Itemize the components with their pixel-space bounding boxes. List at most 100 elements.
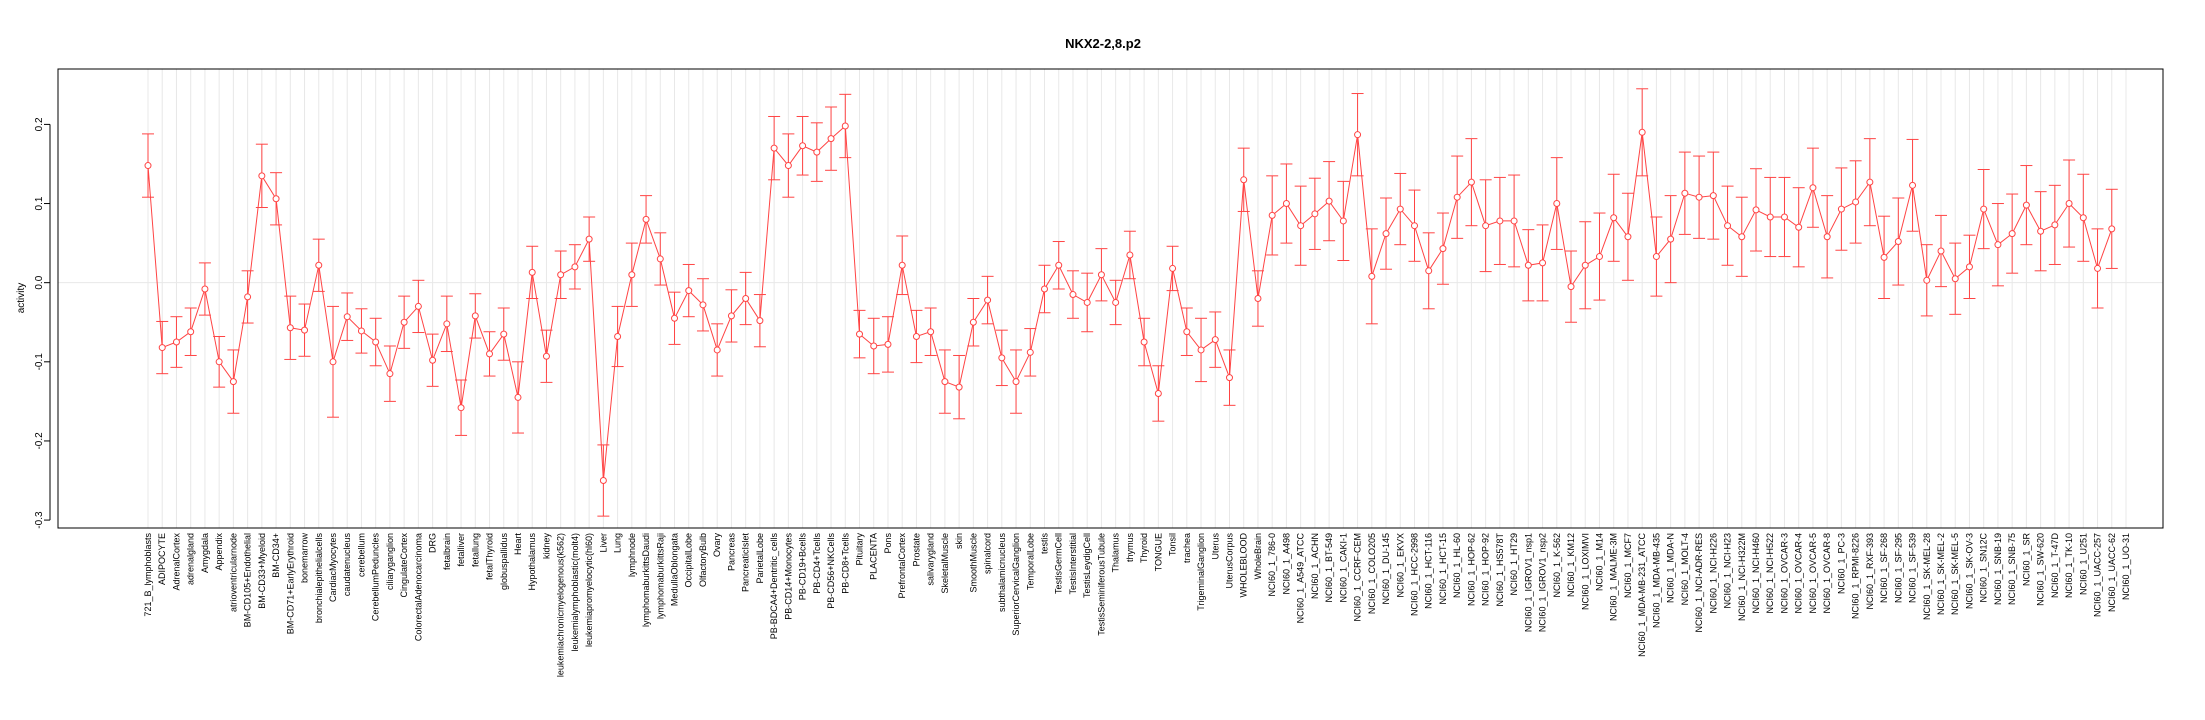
- x-tick-label: atrioventricularnode: [228, 533, 238, 612]
- y-axis-label: activity: [16, 283, 27, 314]
- x-tick-label: NCI60_1_HCT-116: [1424, 533, 1434, 609]
- x-tick-label: Ovary: [712, 533, 722, 558]
- data-point: [1325, 197, 1333, 205]
- x-tick-label: leukemiachronicmyelogenous(k562): [556, 533, 566, 677]
- x-tick-label: NCI60_1_SF-295: [1893, 533, 1903, 603]
- x-tick-label: NCI60_1_T-47D: [2050, 533, 2060, 599]
- data-point: [2065, 200, 2073, 208]
- x-tick-label: adrenalgland: [186, 533, 196, 585]
- x-tick-label: NCI60_1_UACC-62: [2107, 533, 2117, 612]
- data-point: [1667, 235, 1675, 243]
- data-point: [400, 318, 408, 326]
- data-point: [1453, 193, 1461, 201]
- data-point: [1866, 178, 1874, 186]
- x-tick-label: Prostate: [911, 533, 921, 567]
- x-tick-label: NCI60_1_OVCAR-4: [1794, 533, 1804, 614]
- data-point: [2108, 225, 2116, 233]
- data-point: [486, 350, 494, 358]
- x-tick-label: NCI60_1_A498: [1281, 533, 1291, 595]
- y-tick-label: -0.1: [34, 353, 45, 371]
- data-point: [1069, 291, 1077, 299]
- x-tick-label: PB-CD4+Tcells: [812, 533, 822, 594]
- x-tick-label: DRG: [428, 533, 438, 553]
- x-tick-label: PLACENTA: [869, 533, 879, 580]
- x-tick-label: fetalThyroid: [485, 533, 495, 580]
- data-point: [1439, 245, 1447, 253]
- x-tick-label: OccipitalLobe: [684, 533, 694, 588]
- x-tick-label: OlfactoryBulb: [698, 533, 708, 587]
- x-tick-label: PB-CD19+Bcells: [798, 533, 808, 601]
- x-tick-label: NCI60_1_EKVX: [1395, 533, 1405, 598]
- data-point: [2079, 214, 2087, 222]
- data-point: [685, 287, 693, 295]
- data-point: [1482, 222, 1490, 230]
- x-tick-labels: 721_B_lymphoblasts ADIPOCYTE AdrenalCortex…: [143, 533, 2131, 678]
- data-point: [528, 268, 536, 276]
- data-point: [272, 195, 280, 203]
- data-point: [585, 235, 593, 243]
- data-point: [514, 393, 522, 401]
- x-tick-label: ParietalLobe: [755, 533, 765, 584]
- data-point: [1140, 338, 1148, 346]
- x-tick-label: Pancreas: [726, 533, 736, 572]
- x-tick-label: NCI60_1_SN12C: [1979, 533, 1989, 603]
- x-tick-label: lymphnode: [627, 533, 637, 577]
- data-point: [1354, 131, 1362, 139]
- x-tick-label: NCI60_1_OVCAR-5: [1808, 533, 1818, 614]
- data-point: [1752, 206, 1760, 214]
- data-point: [2022, 201, 2030, 209]
- y-tick-label: 0.0: [34, 275, 45, 289]
- data-point: [443, 320, 451, 328]
- x-tick-label: NCI60_1_RPMI-8226: [1851, 533, 1861, 619]
- y-tick-label: -0.2: [34, 432, 45, 450]
- x-tick-label: NCI60_1_786-0: [1267, 533, 1277, 597]
- data-point: [1197, 346, 1205, 354]
- x-tick-label: NCI60_1_SNB-19: [1993, 533, 2003, 605]
- x-tick-label: SkeletalMuscle: [940, 533, 950, 594]
- data-point: [799, 142, 807, 150]
- data-point: [1595, 253, 1603, 261]
- data-point: [713, 346, 721, 354]
- data-point: [1311, 210, 1319, 218]
- data-point: [1610, 214, 1618, 222]
- data-point: [1652, 253, 1660, 261]
- data-point: [1624, 233, 1632, 241]
- data-point: [1183, 328, 1191, 336]
- x-tick-label: NCI60_1_NCI-H226: [1708, 533, 1718, 614]
- x-tick-label: caudatenucleus: [342, 533, 352, 597]
- data-point: [1852, 198, 1860, 206]
- x-tick-label: NCI60_1_CAKI-1: [1338, 533, 1348, 603]
- x-tick-label: NCI60_1_NCI-H460: [1751, 533, 1761, 614]
- data-point: [1467, 178, 1475, 186]
- x-tick-label: Amygdala: [200, 533, 210, 573]
- x-tick-label: Pituitary: [855, 533, 865, 566]
- data-point: [1980, 205, 1988, 213]
- data-point: [628, 271, 636, 279]
- x-tick-label: NCI60_1_BT-549: [1324, 533, 1334, 603]
- data-point: [969, 318, 977, 326]
- data-point: [870, 342, 878, 350]
- data-point: [329, 358, 337, 366]
- x-tick-label: Appendix: [214, 533, 224, 571]
- x-tick-label: NCI60_1_HCT-15: [1438, 533, 1448, 605]
- data-point: [1923, 276, 1931, 284]
- data-point: [201, 285, 209, 293]
- data-point: [1254, 295, 1262, 302]
- x-tick-label: thymus: [1125, 533, 1135, 563]
- data-point: [1041, 285, 1049, 293]
- x-tick-label: NCI60_1_HOP-92: [1481, 533, 1491, 606]
- x-tick-label: Hypothalamus: [527, 533, 537, 591]
- x-tick-label: spinalcord: [983, 533, 993, 574]
- x-tick-label: NCI60_1_SNB-75: [2007, 533, 2017, 605]
- data-point: [1282, 200, 1290, 208]
- data-point: [1240, 176, 1248, 184]
- data-point: [1297, 222, 1305, 230]
- data-point: [1154, 389, 1162, 397]
- x-tick-label: lymphomaburkittsDaudi: [641, 533, 651, 627]
- x-tick-label: NCI60_1_NCI-ADR-RES: [1694, 533, 1704, 633]
- x-tick-label: NCI60_1_U251: [2078, 533, 2088, 595]
- data-point: [1268, 211, 1276, 219]
- data-point: [1012, 378, 1020, 386]
- data-point: [471, 312, 479, 320]
- x-tick-label: PancreaticIslet: [741, 533, 751, 593]
